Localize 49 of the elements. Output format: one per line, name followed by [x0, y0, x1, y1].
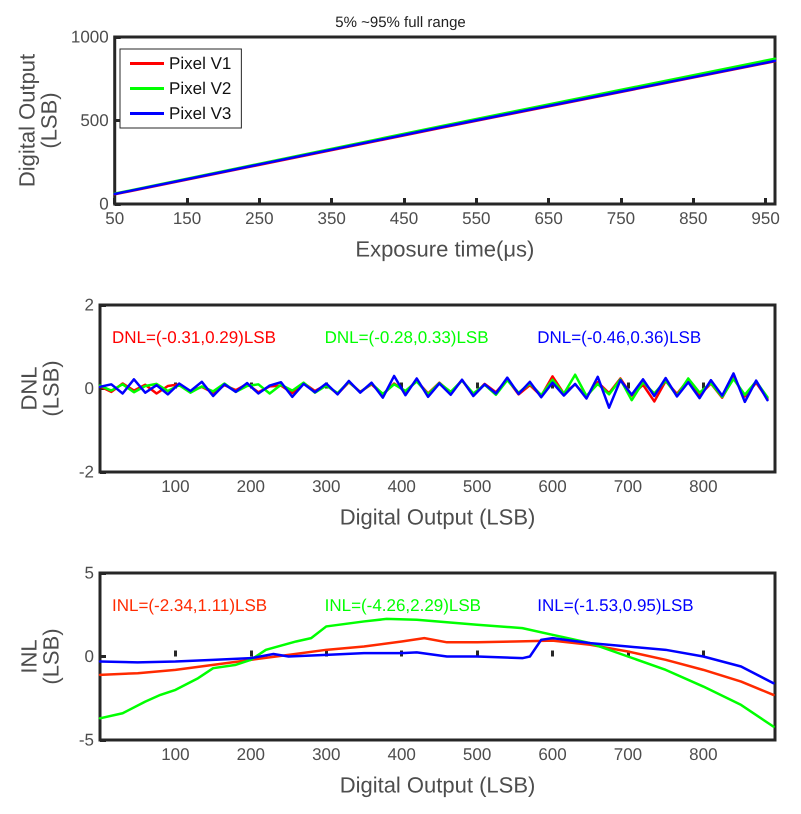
- y-axis-title: DNL (LSB): [16, 360, 64, 417]
- x-tick-label: 400: [387, 477, 416, 496]
- y-tick-label: 5: [84, 564, 94, 582]
- y-tick-label: 0: [84, 379, 94, 398]
- y-axis-title: Digital Output (LSB): [14, 54, 62, 188]
- annotation: DNL=(-0.46,0.36)LSB: [537, 328, 702, 347]
- x-tick-label: 650: [534, 209, 563, 228]
- annotation: DNL=(-0.28,0.33)LSB: [324, 328, 489, 347]
- x-tick-label: 500: [462, 477, 492, 496]
- x-axis-title: Exposure time(μs): [355, 236, 534, 262]
- x-axis-title: Digital Output (LSB): [340, 772, 536, 798]
- y-tick-label: -5: [78, 730, 94, 750]
- x-tick-label: 200: [236, 745, 266, 764]
- y-tick-label: -2: [78, 462, 94, 482]
- x-tick-label: 800: [689, 477, 718, 496]
- x-tick-label: 800: [689, 745, 718, 764]
- x-tick-label: 450: [390, 209, 418, 228]
- x-tick-label: 700: [614, 745, 642, 764]
- annotation: INL=(-2.34,1.11)LSB: [112, 596, 268, 615]
- x-tick-label: 600: [538, 745, 567, 764]
- x-tick-label: 300: [312, 477, 340, 496]
- x-tick-label: 850: [679, 209, 708, 228]
- legend-label: Pixel V3: [169, 104, 232, 123]
- x-tick-label: 150: [172, 209, 202, 228]
- x-tick-label: 350: [317, 209, 346, 228]
- legend-label: Pixel V1: [169, 54, 232, 73]
- x-tick-label: 200: [236, 477, 266, 496]
- y-tick-label: 1000: [70, 28, 109, 46]
- x-tick-label: 550: [462, 209, 491, 228]
- x-tick-label: 300: [312, 745, 340, 764]
- annotation: INL=(-4.26,2.29)LSB: [324, 596, 482, 615]
- y-tick-label: 2: [84, 296, 94, 314]
- x-tick-label: 950: [751, 209, 780, 228]
- x-tick-label: 100: [161, 477, 190, 496]
- y-tick-label: 500: [80, 111, 109, 130]
- y-axis-title: INL (LSB): [16, 628, 64, 685]
- x-axis-title: Digital Output (LSB): [340, 504, 536, 530]
- annotation: DNL=(-0.31,0.29)LSB: [112, 328, 276, 347]
- legend-label: Pixel V2: [169, 79, 232, 98]
- x-tick-label: 750: [606, 209, 636, 228]
- x-tick-label: 600: [538, 477, 567, 496]
- y-tick-label: 0: [84, 647, 94, 666]
- x-tick-label: 700: [614, 477, 642, 496]
- annotation: INL=(-1.53,0.95)LSB: [537, 596, 694, 615]
- chart-title: 5% ~95% full range: [335, 14, 466, 31]
- x-tick-label: 100: [161, 745, 190, 764]
- x-tick-label: 250: [245, 209, 274, 228]
- x-tick-label: 400: [387, 745, 416, 764]
- x-tick-label: 500: [462, 745, 492, 764]
